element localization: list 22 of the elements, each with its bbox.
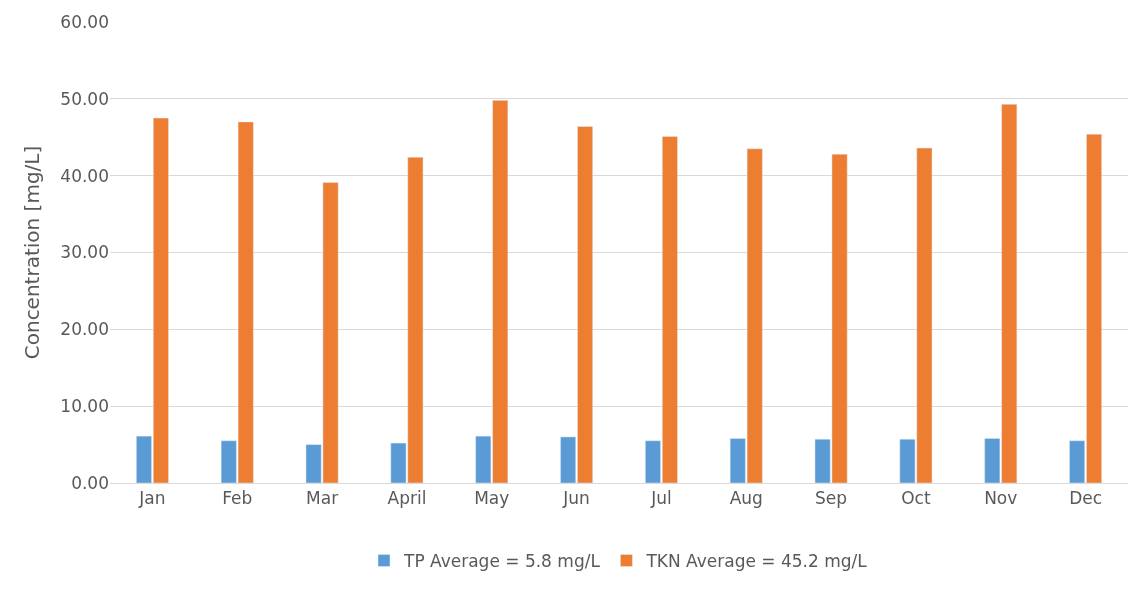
x-tick-label: Jun bbox=[562, 488, 590, 509]
x-tick-label: Feb bbox=[222, 488, 253, 509]
y-axis-title: Concentration [mg/L] bbox=[19, 145, 44, 360]
y-tick-label: 10.00 bbox=[60, 396, 109, 417]
y-tick-label: 0.00 bbox=[71, 472, 109, 493]
x-tick-label: Sep bbox=[815, 488, 848, 509]
x-tick-label: Aug bbox=[729, 488, 763, 509]
y-tick-label: 20.00 bbox=[60, 319, 109, 340]
y-tick-label: 60.00 bbox=[60, 11, 109, 32]
y-tick-label: 40.00 bbox=[60, 165, 109, 186]
x-tick-label: Jan bbox=[138, 488, 166, 509]
y-tick-label: 50.00 bbox=[60, 88, 109, 109]
x-tick-label: April bbox=[387, 488, 427, 509]
x-tick-label: Dec bbox=[1069, 488, 1103, 509]
x-tick-label: May bbox=[474, 488, 510, 509]
x-tick-label: Nov bbox=[984, 488, 1018, 509]
x-tick-label: Mar bbox=[306, 488, 339, 509]
legend-label: TP Average = 5.8 mg/L bbox=[403, 551, 601, 572]
legend-label: TKN Average = 45.2 mg/L bbox=[645, 551, 868, 572]
x-tick-label: Oct bbox=[901, 488, 931, 509]
y-tick-label: 30.00 bbox=[60, 242, 109, 263]
x-tick-label: Jul bbox=[650, 488, 672, 509]
